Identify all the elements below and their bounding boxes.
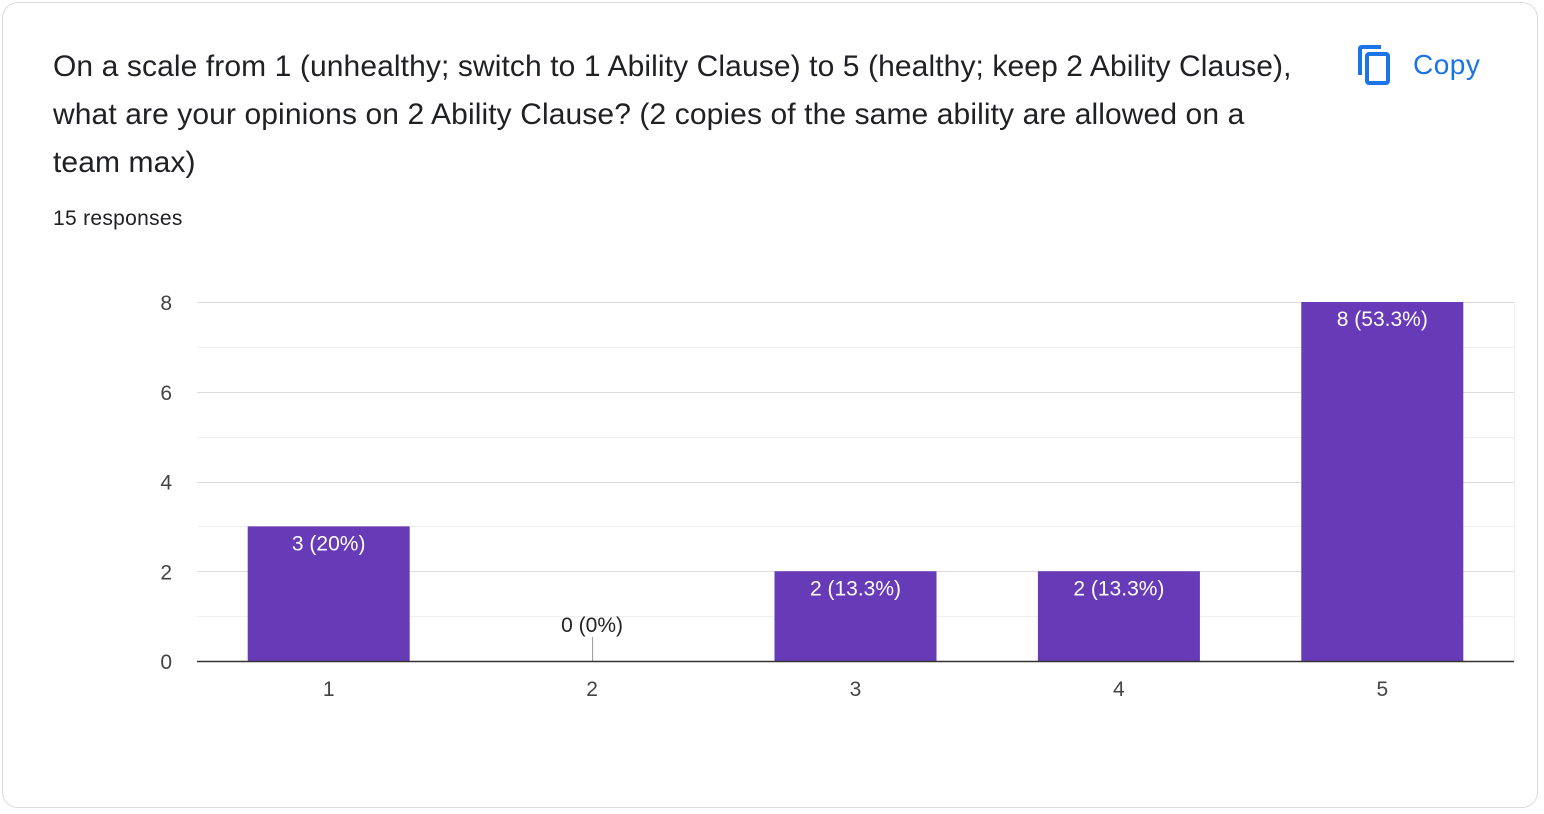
x-tick-label: 4 — [1113, 678, 1125, 701]
y-tick-label: 6 — [160, 382, 172, 405]
bar-4 — [1037, 571, 1200, 661]
data-label: 8 (53.3%) — [1337, 308, 1428, 331]
y-tick-label: 0 — [160, 651, 172, 674]
x-tick-label: 2 — [586, 678, 598, 701]
data-label: 0 (0%) — [561, 614, 623, 637]
bar-1 — [247, 526, 410, 661]
data-label: 3 (20%) — [292, 532, 366, 555]
data-label: 2 (13.3%) — [1073, 577, 1164, 600]
content-copy-icon — [1357, 45, 1391, 85]
x-axis-ticks: 1 2 3 4 5 — [323, 678, 1388, 701]
bars: 3 (20%) 0 (0%) 2 (13.3%) 2 (13.3%) 8 (53.3%) — [247, 302, 1464, 661]
bar-3 — [774, 571, 937, 661]
bar-5 — [1301, 302, 1464, 661]
copy-label: Copy — [1413, 49, 1481, 80]
question-title: On a scale from 1 (unhealthy; switch to … — [53, 50, 1292, 179]
x-tick-label: 5 — [1376, 678, 1388, 701]
copy-chart-button[interactable]: Copy — [1345, 39, 1492, 91]
x-tick-label: 1 — [323, 678, 335, 701]
y-axis-ticks: 0 2 4 6 8 — [160, 292, 172, 674]
x-tick-label: 3 — [850, 678, 862, 701]
y-tick-label: 8 — [160, 292, 172, 315]
y-tick-label: 4 — [160, 472, 172, 495]
y-tick-label: 2 — [160, 561, 172, 584]
response-count: 15 responses — [53, 207, 183, 230]
data-label: 2 (13.3%) — [810, 577, 901, 600]
